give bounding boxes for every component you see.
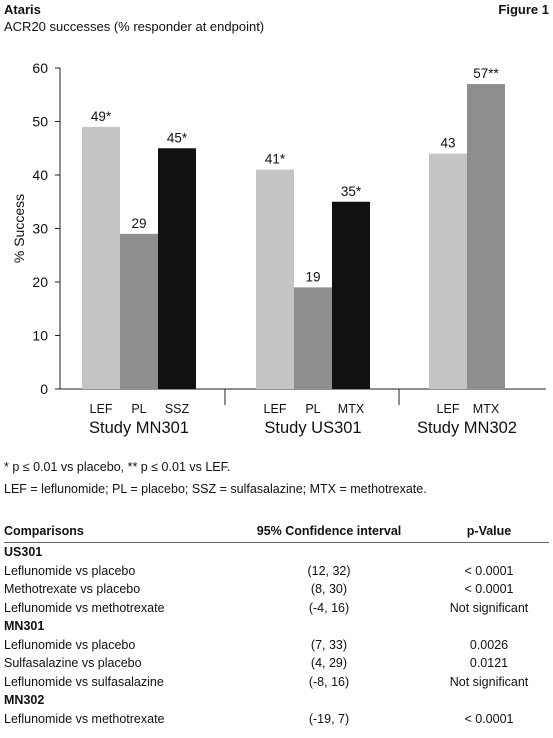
bar-value-label: 43	[440, 136, 455, 151]
bar	[82, 126, 120, 389]
confidence-interval-cell: (4, 29)	[310, 656, 348, 671]
comparison-cell: Leflunomide vs methotrexate	[4, 600, 165, 615]
bar-value-label: 57**	[473, 66, 499, 81]
table-row: Leflunomide vs placebo (12, 32) < 0.0001	[4, 562, 549, 581]
x-tick-label: LEF	[90, 402, 113, 416]
bar	[256, 169, 294, 389]
table-group-row: US301	[4, 543, 549, 562]
table-row: Leflunomide vs placebo (7, 33) 0.0026	[4, 636, 549, 655]
header-p-value: p-Value	[429, 520, 549, 543]
table-group-row: MN301	[4, 617, 549, 636]
comparison-table: Comparisons 95% Confidence interval p-Va…	[4, 520, 549, 728]
table-header-row: Comparisons 95% Confidence interval p-Va…	[4, 520, 549, 543]
bar	[467, 84, 505, 390]
confidence-interval-cell: (-8, 16)	[308, 674, 350, 689]
confidence-interval-cell: (12, 32)	[307, 563, 351, 578]
x-tick-label: LEF	[437, 402, 460, 416]
group-label: Study MN301	[89, 419, 189, 437]
p-value-cell: 0.0026	[469, 637, 509, 652]
table-group-row: MN302	[4, 691, 549, 710]
table-group-label: MN302	[4, 693, 45, 708]
p-value-cell: Not significant	[449, 674, 529, 689]
x-tick-label: PL	[131, 402, 146, 416]
p-value-cell: < 0.0001	[464, 711, 514, 726]
comparison-cell: Leflunomide vs placebo	[4, 563, 136, 578]
x-tick-label: LEF	[264, 402, 287, 416]
table-row: Sulfasalazine vs placebo (4, 29) 0.0121	[4, 654, 549, 673]
confidence-interval-cell: (-4, 16)	[308, 600, 350, 615]
header-confidence-interval: 95% Confidence interval	[229, 520, 429, 543]
bar	[158, 148, 196, 389]
confidence-interval-cell: (8, 30)	[310, 582, 348, 597]
bar	[332, 201, 370, 389]
x-tick-label: SSZ	[165, 402, 190, 416]
x-tick-label: MTX	[338, 402, 365, 416]
table-row: Leflunomide vs methotrexate (-19, 7) < 0.0…	[4, 710, 549, 729]
p-value-cell: < 0.0001	[464, 582, 514, 597]
group-label: Study US301	[264, 419, 361, 437]
table-row: Leflunomide vs sulfasalazine (-8, 16) Not …	[4, 673, 549, 692]
bar-value-label: 49*	[91, 109, 112, 124]
confidence-interval-cell: (7, 33)	[310, 637, 348, 652]
comparison-cell: Sulfasalazine vs placebo	[4, 656, 142, 671]
table-group-label: US301	[4, 545, 43, 560]
comparison-cell: Leflunomide vs methotrexate	[4, 711, 165, 726]
y-tick-label: 20	[32, 274, 48, 290]
y-tick-label: 60	[32, 60, 48, 76]
table-group-label: MN301	[4, 619, 45, 634]
bar	[294, 287, 332, 389]
company-name: Ataris	[4, 2, 41, 17]
table-body: US301 Leflunomide vs placebo (12, 32) < 0.0…	[4, 543, 549, 729]
p-value-cell: 0.0121	[469, 656, 509, 671]
bar-value-label: 41*	[265, 152, 286, 167]
bar	[429, 153, 467, 389]
bar	[120, 233, 158, 389]
x-tick-label: PL	[305, 402, 320, 416]
y-tick-label: 30	[32, 221, 48, 237]
bar-chart: 0 10 20 30 40 50 60 % Success 49* LEF 29 PL 45* SSZ St…	[11, 60, 546, 437]
y-tick-label: 40	[32, 167, 48, 183]
y-tick-label: 10	[32, 328, 48, 344]
group-label: Study MN302	[417, 419, 517, 437]
y-tick-label: 50	[32, 114, 48, 130]
header-comparisons: Comparisons	[4, 520, 229, 543]
y-tick-label: 0	[40, 381, 48, 397]
bar-value-label: 29	[131, 216, 146, 231]
bar-value-label: 35*	[341, 184, 362, 199]
bar-value-label: 45*	[167, 130, 188, 145]
y-axis-label: % Success	[11, 194, 27, 263]
table-row: Methotrexate vs placebo (8, 30) < 0.0001	[4, 580, 549, 599]
p-value-cell: < 0.0001	[464, 563, 514, 578]
chart-subtitle: ACR20 successes (% responder at endpoint…	[4, 19, 265, 34]
table-row: Leflunomide vs methotrexate (-4, 16) Not s…	[4, 599, 549, 618]
comparison-cell: Methotrexate vs placebo	[4, 582, 141, 597]
comparison-cell: Leflunomide vs sulfasalazine	[4, 674, 164, 689]
abbreviation-footnote: LEF = leflunomide; PL = placebo; SSZ = s…	[4, 482, 427, 496]
comparison-cell: Leflunomide vs placebo	[4, 637, 136, 652]
figure-label: Figure 1	[498, 2, 549, 17]
x-tick-label: MTX	[473, 402, 500, 416]
confidence-interval-cell: (-19, 7)	[308, 711, 350, 726]
significance-footnote: * p ≤ 0.01 vs placebo, ** p ≤ 0.01 vs LE…	[4, 460, 231, 474]
bar-value-label: 19	[305, 269, 320, 284]
p-value-cell: Not significant	[449, 600, 529, 615]
